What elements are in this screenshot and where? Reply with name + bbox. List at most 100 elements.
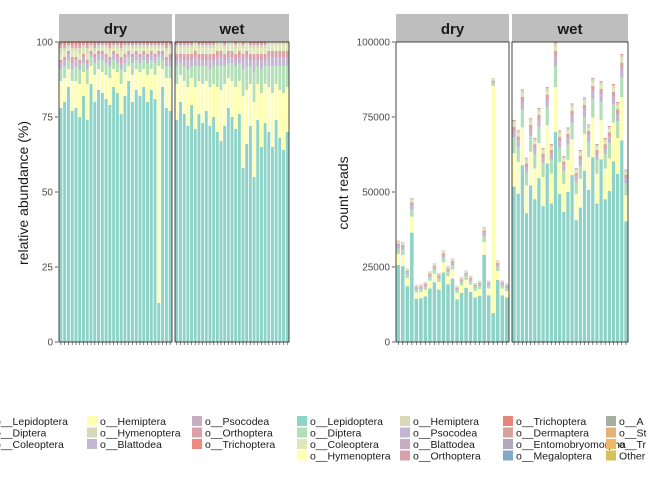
bar-segment-diptera — [204, 66, 208, 81]
bar-stack — [252, 42, 256, 342]
bar-stack — [201, 42, 205, 342]
bar-stack — [285, 42, 289, 342]
bar-segment-trichoptera — [208, 42, 212, 44]
bar-segment-blattodea — [230, 57, 234, 63]
bar-segment-hemiptera — [595, 144, 599, 147]
left-y-axis: 0 25 50 75 100 — [36, 38, 58, 349]
bar-segment-hemiptera — [419, 284, 423, 286]
bar-segment-hymenoptera — [204, 81, 208, 111]
bar-segment-lepidoptera — [245, 144, 249, 342]
bar-segment-blattodea — [603, 148, 607, 155]
bar-segment-diptera — [541, 163, 545, 178]
bar-segment-psocodea — [93, 45, 97, 48]
legend-item: o__Hymenoptera — [297, 450, 391, 463]
bar-stack — [208, 42, 212, 342]
bar-segment-orthoptera — [112, 51, 116, 54]
bar-segment-orthoptera — [226, 51, 230, 57]
bar-segment-coleoptera — [215, 45, 219, 51]
bar-stack — [549, 144, 553, 342]
bar-segment-blattodea — [123, 57, 127, 63]
bar-segment-coleoptera — [119, 51, 123, 57]
bar-segment-diptera — [112, 60, 116, 69]
bar-stack — [504, 283, 509, 342]
bar-segment-hymenoptera — [157, 66, 161, 303]
bar-segment-hymenoptera — [138, 72, 142, 96]
bar-segment-lepidoptera — [153, 99, 157, 342]
legend-item: o__Trichoptera — [192, 439, 275, 451]
bar-segment-orthoptera — [59, 60, 63, 63]
bar-segment-psocodea — [142, 43, 146, 45]
bar-segment-hemiptera — [179, 45, 182, 48]
bar-segment-coleoptera — [127, 48, 131, 51]
bar-segment-orthoptera — [138, 54, 142, 57]
bar-segment-coleoptera — [495, 261, 500, 263]
bar-segment-lepidoptera — [410, 232, 414, 342]
bar-segment-lepidoptera — [500, 295, 504, 342]
bar-segment-diptera — [66, 60, 70, 69]
bar-segment-hemiptera — [259, 45, 263, 48]
bar-segment-orthoptera — [204, 54, 208, 60]
bar-segment-orthoptera — [186, 54, 190, 60]
bar-segment-lepidoptera — [149, 90, 153, 342]
bar-segment-lepidoptera — [223, 126, 227, 342]
bar-segment-hymenoptera — [599, 120, 603, 160]
bar-segment-orthoptera — [477, 282, 482, 285]
bar-segment-hymenoptera — [486, 288, 491, 296]
bar-segment-lepidoptera — [112, 87, 116, 342]
bar-segment-psocodea — [611, 84, 616, 86]
bar-segment-hemiptera — [441, 250, 446, 252]
bar-segment-lepidoptera — [578, 207, 582, 342]
bar-segment-trichoptera — [97, 42, 101, 44]
bar-segment-hymenoptera — [491, 85, 495, 313]
bar-segment-trichoptera — [607, 126, 611, 127]
bar-segment-trichoptera — [108, 42, 112, 45]
bar-segment-hemiptera — [491, 78, 495, 80]
bar-segment-blattodea — [223, 60, 227, 66]
bar-segment-lepidoptera — [624, 221, 628, 342]
bar-segment-coleoptera — [419, 285, 423, 287]
bar-segment-blattodea — [591, 91, 595, 100]
bar-segment-psocodea — [234, 43, 238, 45]
bar-segment-diptera — [570, 122, 574, 140]
bar-stack — [78, 42, 82, 342]
bar-segment-psocodea — [603, 138, 607, 140]
bar-segment-hymenoptera — [237, 81, 241, 114]
bar-segment-blattodea — [82, 57, 85, 63]
bar-stack — [119, 42, 123, 342]
bar-stack — [97, 42, 101, 342]
bar-segment-orthoptera — [432, 265, 437, 268]
bar-segment-diptera — [482, 236, 486, 243]
legend-label: o__Hemiptera — [413, 416, 479, 428]
bar-segment-hemiptera — [401, 242, 405, 244]
left-facet-dry-label: dry — [104, 21, 128, 38]
bar-segment-lepidoptera — [175, 120, 179, 342]
bar-segment-hymenoptera — [432, 273, 437, 283]
bar-segment-coleoptera — [477, 282, 482, 283]
bar-segment-psocodea — [591, 78, 595, 80]
bar-segment-hymenoptera — [396, 253, 401, 265]
bar-segment-hymenoptera — [161, 69, 165, 87]
bar-segment-blattodea — [423, 285, 428, 287]
bar-segment-psocodea — [582, 98, 587, 99]
bar-segment-hemiptera — [582, 98, 587, 102]
bar-segment-coleoptera — [455, 286, 459, 288]
legend-swatch — [606, 427, 616, 438]
bar-segment-psocodea — [570, 104, 574, 105]
bar-segment-blattodea — [245, 57, 249, 66]
bar-segment-hemiptera — [197, 45, 201, 48]
bar-segment-hymenoptera — [164, 78, 168, 108]
bar-segment-hemiptera — [570, 104, 574, 108]
bar-segment-hemiptera — [271, 42, 274, 45]
legend-swatch — [400, 439, 410, 449]
bar-segment-blattodea — [541, 157, 545, 164]
bar-segment-trichoptera — [545, 87, 549, 88]
right-y-axis: 0 25000 50000 75000 100000 — [357, 38, 395, 349]
legend-label: o__Dermaptera — [516, 428, 589, 440]
bar-segment-lepidoptera — [574, 220, 578, 342]
bar-segment-blattodea — [607, 136, 611, 144]
right-facet-wet-label: wet — [556, 21, 582, 38]
bar-segment-blattodea — [153, 57, 157, 63]
bar-segment-hemiptera — [524, 158, 529, 161]
bar-segment-hemiptera — [146, 45, 149, 48]
bar-stack — [271, 42, 274, 342]
